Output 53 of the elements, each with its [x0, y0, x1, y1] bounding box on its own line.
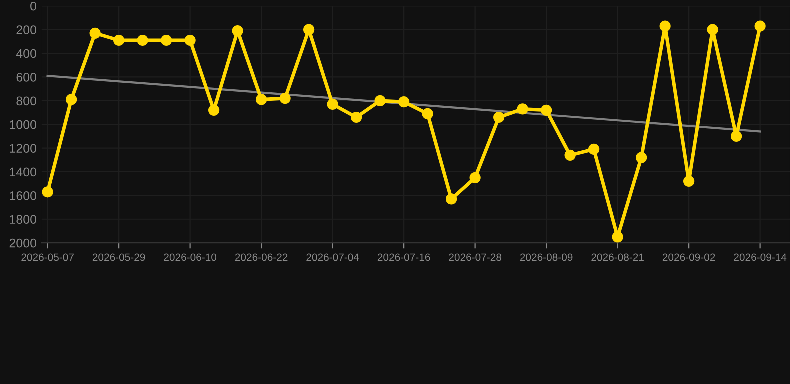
- point: [398, 96, 410, 108]
- y-tick-label: 600: [16, 73, 37, 82]
- point: [470, 172, 481, 184]
- point: [541, 104, 552, 116]
- point: [232, 25, 244, 37]
- point: [256, 94, 268, 106]
- y-tick-label: 200: [16, 26, 37, 34]
- point: [161, 34, 172, 46]
- x-tick-label: 2026-06-22: [235, 254, 288, 262]
- point: [564, 150, 576, 161]
- point: [731, 130, 742, 142]
- y-tick-label: 1800: [10, 215, 37, 224]
- point: [754, 20, 766, 32]
- x-tick-label: 2026-06-10: [164, 254, 217, 262]
- y-tick-label: 1400: [10, 168, 37, 177]
- y-tick-label: 0: [30, 2, 37, 11]
- y-tick-label: 400: [16, 49, 37, 58]
- point: [184, 34, 196, 46]
- point: [42, 186, 54, 198]
- point: [280, 92, 291, 104]
- point: [327, 98, 338, 110]
- point: [612, 232, 624, 243]
- point: [66, 94, 78, 106]
- point: [588, 144, 600, 156]
- point: [494, 112, 505, 124]
- point: [90, 28, 101, 39]
- x-tick-label: 2026-05-07: [22, 254, 74, 262]
- y-tick-label: 1200: [10, 144, 37, 153]
- y-tick-label: 2000: [10, 238, 37, 248]
- point: [208, 104, 220, 116]
- x-tick-label: 2026-07-28: [449, 254, 502, 262]
- point: [422, 108, 434, 120]
- y-tick-label: 1600: [10, 191, 37, 200]
- x-tick-label: 2026-08-09: [520, 254, 573, 262]
- point: [374, 95, 386, 106]
- point: [684, 176, 695, 188]
- point: [114, 34, 125, 46]
- point: [137, 34, 148, 46]
- point: [636, 152, 648, 164]
- point: [446, 194, 458, 205]
- x-tick-label: 2026-05-29: [92, 254, 146, 262]
- point: [304, 24, 315, 36]
- point: [660, 20, 671, 32]
- y-tick-label: 1000: [10, 120, 37, 130]
- x-tick-label: 2026-07-04: [306, 254, 360, 262]
- point: [707, 24, 718, 36]
- x-tick-label: 2026-09-02: [662, 254, 716, 262]
- x-tick-label: 2026-09-14: [734, 254, 787, 262]
- point: [517, 104, 528, 115]
- point: [351, 112, 362, 124]
- y-tick-label: 800: [16, 96, 37, 106]
- x-tick-label: 2026-08-21: [592, 254, 644, 262]
- x-tick-label: 2026-07-16: [378, 254, 430, 262]
